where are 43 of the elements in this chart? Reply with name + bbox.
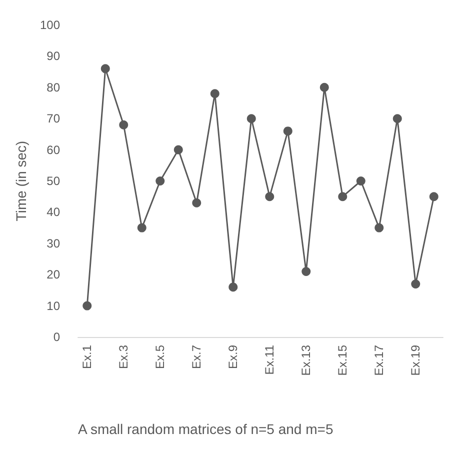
point	[100, 64, 110, 74]
x-tick-label: Ex.3	[116, 344, 131, 370]
point	[411, 279, 420, 288]
point	[246, 114, 256, 124]
point	[137, 223, 146, 232]
x-tick-label: Ex.19	[408, 344, 423, 376]
x-tick-label: Ex.11	[262, 344, 277, 375]
point	[228, 282, 238, 292]
point	[156, 176, 165, 186]
x-tick-label: Ex.13	[299, 344, 314, 376]
y-axis-title: Time (in sec)	[13, 140, 29, 222]
x-tick-label: Ex.17	[372, 344, 386, 376]
x-tick-label: Ex.1	[80, 344, 94, 370]
y-tick-label: 100	[40, 18, 60, 32]
point	[429, 192, 438, 202]
point	[392, 114, 402, 124]
x-tick-label: Ex.5	[153, 344, 168, 370]
y-tick-label: 30	[46, 236, 60, 250]
point	[338, 192, 348, 202]
x-tick-label: Ex.15	[336, 344, 350, 376]
y-tick-label: 0	[53, 330, 60, 344]
point	[374, 223, 384, 232]
point	[356, 176, 366, 186]
y-tick-label: 60	[46, 142, 60, 157]
x-tick-label: Ex.9	[226, 344, 240, 370]
x-tick-label: Ex.7	[190, 344, 204, 370]
point	[174, 145, 183, 154]
y-tick-label: 90	[46, 49, 60, 64]
x-axis-title: A small random matrices of n=5 and m=5	[78, 421, 334, 437]
y-tick-label: 40	[46, 205, 60, 220]
y-tick-label: 20	[46, 268, 60, 282]
point	[82, 301, 92, 310]
point	[283, 126, 292, 136]
y-tick-label: 80	[46, 80, 60, 94]
point	[320, 82, 329, 92]
point	[302, 266, 311, 276]
point	[119, 120, 128, 130]
y-tick-label: 10	[46, 298, 60, 313]
point	[265, 192, 274, 202]
y-tick-label: 50	[46, 174, 60, 188]
point	[210, 89, 220, 98]
point	[192, 198, 202, 208]
y-tick-label: 70	[46, 112, 60, 126]
